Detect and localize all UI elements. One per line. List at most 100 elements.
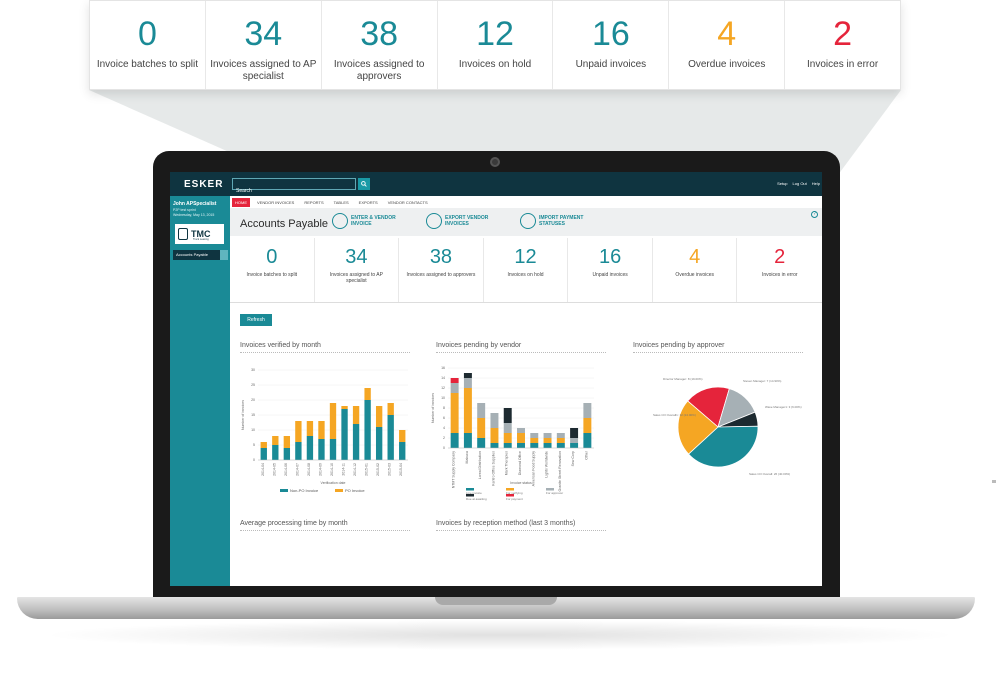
bar-segment <box>463 373 472 378</box>
kpi-assigned-approvers[interactable]: 38 Invoices assigned to approvers <box>322 1 438 89</box>
y-tick-label: 12 <box>441 386 445 390</box>
search-input[interactable] <box>233 186 345 196</box>
bar-segment <box>260 442 267 448</box>
bar-segment <box>399 442 406 460</box>
kpi-unpaid[interactable]: 16 Unpaid invoices <box>553 1 670 89</box>
bar-segment <box>517 443 525 448</box>
x-tick-label: 2014-09 <box>318 463 322 476</box>
pie-label: Director Manager: 8 (19.00%) <box>663 377 703 381</box>
kpi-value: 38 <box>360 15 399 53</box>
x-tick-label: Loreal Distribution <box>478 451 482 479</box>
divider <box>436 352 606 353</box>
panel-title-pending-approver: Invoices pending by approver <box>633 342 725 349</box>
refresh-button[interactable]: Refresh <box>240 314 272 326</box>
bar-segment <box>583 433 592 448</box>
kpi-label: Unpaid invoices <box>592 272 628 278</box>
x-tick-label: Diamond Office <box>518 451 522 475</box>
tab-tables[interactable]: TABLES <box>333 200 349 205</box>
import-statuses-button[interactable]: IMPORT PAYMENT STATUSES <box>520 213 583 229</box>
kpi-label: Invoices assigned to AP specialist <box>210 59 317 82</box>
search-button[interactable] <box>358 178 370 190</box>
bar-segment <box>530 443 539 448</box>
bar-segment <box>283 436 291 448</box>
kpi-unpaid[interactable]: 16 Unpaid invoices <box>568 238 653 302</box>
company-tagline: Truck Leasing <box>193 238 209 241</box>
help-icon[interactable]: ? <box>811 211 818 218</box>
y-tick-label: 6 <box>443 416 445 420</box>
bar-segment <box>341 409 348 460</box>
help-link[interactable]: Help <box>811 181 820 186</box>
bar-segment <box>543 433 552 438</box>
kpi-overdue[interactable]: 4 Overdue invoices <box>653 238 738 302</box>
bar-segment <box>295 421 302 442</box>
x-tick-label: 2015-03 <box>388 463 392 476</box>
bar-segment <box>490 413 499 428</box>
legend-label: PO Invoice <box>345 488 365 493</box>
tab-vendor-contacts[interactable]: VENDOR CONTACTS <box>387 200 428 205</box>
x-axis-label: Invoice status <box>510 481 532 485</box>
y-tick-label: 10 <box>441 396 445 400</box>
legend-swatch <box>466 488 474 491</box>
bar-segment <box>375 427 383 460</box>
bar-segment <box>503 423 512 433</box>
x-axis-label: Verification date <box>321 481 346 485</box>
kpi-value: 16 <box>598 246 622 268</box>
kpi-value: 12 <box>514 246 537 268</box>
kpi-label: Unpaid invoices <box>575 59 647 70</box>
kpi-on-hold[interactable]: 12 Invoices on hold <box>438 1 554 89</box>
kpi-in-error[interactable]: 2 Invoices in error <box>737 238 822 302</box>
bar-segment <box>450 383 459 393</box>
bar-segment <box>352 406 360 424</box>
x-tick-label: 2014-11 <box>342 463 346 476</box>
user-name: John APSpecialist <box>173 201 217 207</box>
page-header: Accounts Payable ENTER & VENDOR INVOICE E… <box>230 208 822 236</box>
panel-title-avg-time: Average processing time by month <box>240 520 348 527</box>
kpi-batches-to-split[interactable]: 0 Invoice batches to split <box>90 1 206 89</box>
tab-exports[interactable]: EXPORTS <box>358 200 378 205</box>
kpi-on-hold[interactable]: 12 Invoices on hold <box>484 238 569 302</box>
legend-label: For payment <box>506 497 523 501</box>
kpi-batches-to-split[interactable]: 0 Invoice batches to split <box>230 238 315 302</box>
x-tick-label: 2014-12 <box>353 463 357 476</box>
user-role: P2P test sprint <box>173 208 196 212</box>
bar-segment <box>477 438 486 448</box>
bar-segment <box>570 438 579 443</box>
divider <box>240 530 410 531</box>
pie-label: Sales CO Overall1: 12 (24.00%) <box>653 413 696 417</box>
tab-reports[interactable]: REPORTS <box>304 200 324 205</box>
tab-vendor-invoices[interactable]: VENDOR INVOICES <box>257 200 295 205</box>
enter-invoice-button[interactable]: ENTER & VENDOR INVOICE <box>332 213 396 229</box>
bar-segment <box>570 443 579 448</box>
bar-segment <box>477 403 486 418</box>
bar-segment <box>329 439 337 460</box>
kpi-assigned-approvers[interactable]: 38 Invoices assigned to approvers <box>399 238 484 302</box>
bar-segment <box>341 406 348 409</box>
kpi-assigned-ap[interactable]: 34 Invoices assigned to AP specialist <box>315 238 400 302</box>
y-tick-label: 16 <box>441 366 445 370</box>
kpi-assigned-ap[interactable]: 34 Invoices assigned to AP specialist <box>206 1 322 89</box>
search-icon <box>361 181 367 187</box>
setup-link[interactable]: Setup <box>777 181 788 186</box>
bar-segment <box>450 393 459 433</box>
export-invoices-button[interactable]: EXPORT VENDOR INVOICES <box>426 213 488 229</box>
bar-segment <box>306 436 314 460</box>
divider <box>230 302 822 303</box>
bar-segment <box>295 442 302 460</box>
bar-segment <box>556 443 565 448</box>
legend-swatch <box>506 494 514 497</box>
kpi-in-error[interactable]: 2 Invoices in error <box>785 1 900 89</box>
chart-pending-by-approver: Director Manager: 8 (19.00%) Steven Manag… <box>653 377 802 476</box>
x-tick-label: NTMT Supply Company <box>452 451 456 489</box>
chevron-down-icon[interactable] <box>220 250 228 260</box>
bar-segment <box>556 433 565 438</box>
logout-link[interactable]: Log Out <box>792 181 807 186</box>
nav-tabs: HOME VENDOR INVOICES REPORTS TABLES EXPO… <box>232 198 431 207</box>
action-label: INVOICES <box>445 221 469 227</box>
app-select[interactable]: Accounts Payable <box>173 250 220 260</box>
bar-segment <box>503 433 512 443</box>
kpi-overdue[interactable]: 4 Overdue invoices <box>669 1 786 89</box>
tab-home[interactable]: HOME <box>232 198 250 207</box>
x-tick-label: American Food Supply <box>531 451 535 487</box>
bar-segment <box>463 378 472 388</box>
y-tick-label: 20 <box>251 398 255 402</box>
